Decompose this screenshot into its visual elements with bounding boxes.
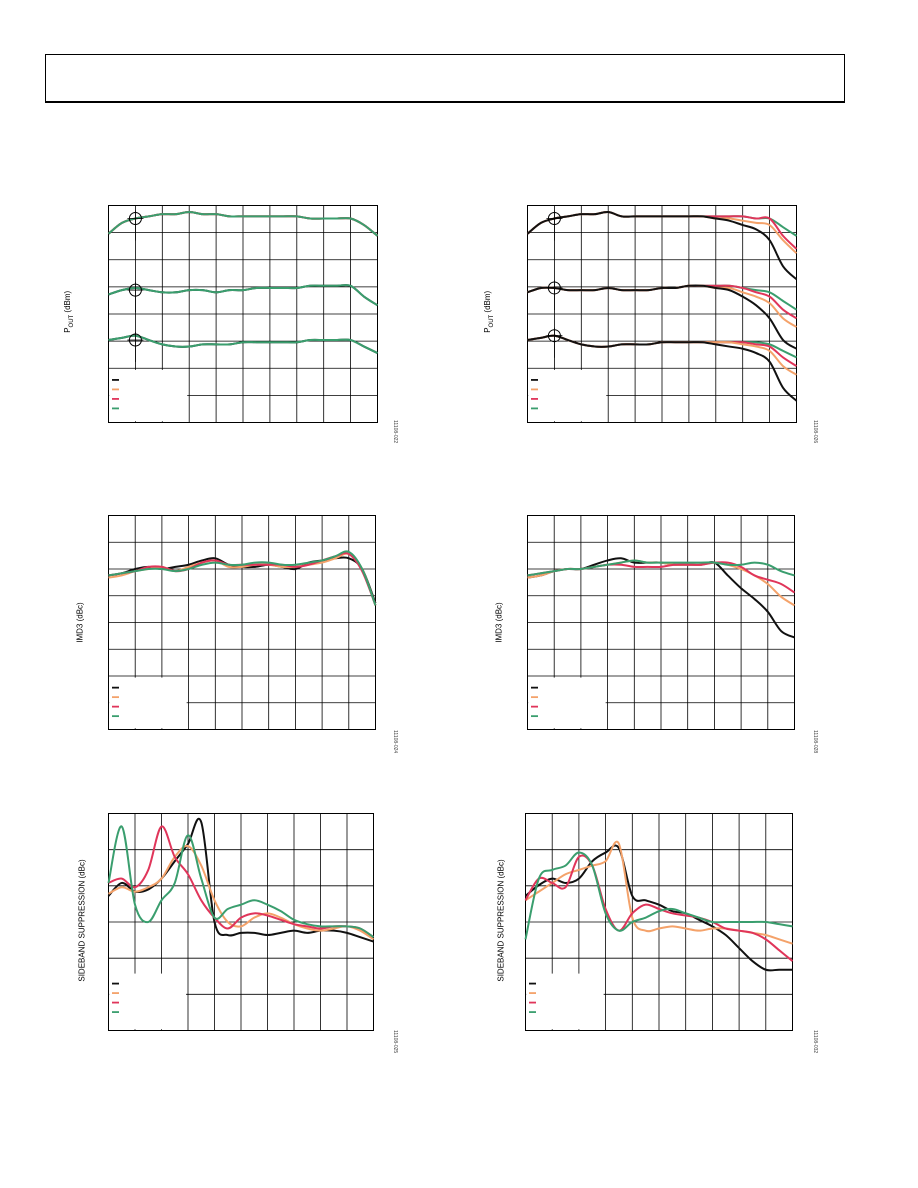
series-line-green [107,211,379,237]
series-line-green [524,851,793,940]
legend-box [109,677,187,729]
page-header-box [45,54,845,103]
ylabel-pout-p: P [63,327,73,333]
legend-box [528,369,607,422]
ylabel-pout-unit: (dBm) [63,290,73,315]
figure-id: 11108-024 [392,730,398,754]
ylabel-sideband-right: SIDEBAND SUPPRESSION (dBc) [496,859,506,982]
series-line-green [108,283,379,307]
chart-sideband-left [107,813,375,1031]
chart-pout-left [107,205,379,423]
legend-box [109,369,188,422]
series-line-orange [108,844,375,941]
series-line-green [107,825,375,939]
series-line-green [527,559,795,577]
legend-box [526,973,604,1030]
chart-imd3-right [527,515,796,730]
ylabel-pout-sub: OUT [488,314,495,328]
chart-sideband-right [524,813,794,1031]
figure-id: 11108-028 [812,730,818,754]
series-line-green [108,550,377,606]
chart-pout-right [526,205,798,423]
ylabel-imd3-right: IMD3 (dBc) [494,602,504,643]
series-line-black [526,210,798,281]
series-line-red [524,854,794,962]
chart-imd3-left [108,515,377,730]
ylabel-imd3-left: IMD3 (dBc) [75,602,85,643]
figure-id: 11108-032 [812,1030,818,1054]
figure-id: 11108-025 [392,1030,398,1054]
ylabel-pout-p: P [483,327,493,333]
ylabel-pout-right: POUT (dBm) [483,291,495,333]
ylabel-pout-sub: OUT [68,314,75,328]
ylabel-pout-unit: (dBm) [483,290,493,315]
ylabel-pout-left: POUT (dBm) [63,291,75,333]
series-line-black [527,284,798,350]
series-line-black [527,334,798,402]
legend-box [109,973,187,1030]
figure-id: 11108-022 [392,420,398,444]
ylabel-sideband-left: SIDEBAND SUPPRESSION (dBc) [77,859,87,982]
series-line-black [524,844,793,972]
series-line-green [108,334,378,354]
legend-box [528,677,606,729]
figure-id: 11108-026 [812,420,818,444]
